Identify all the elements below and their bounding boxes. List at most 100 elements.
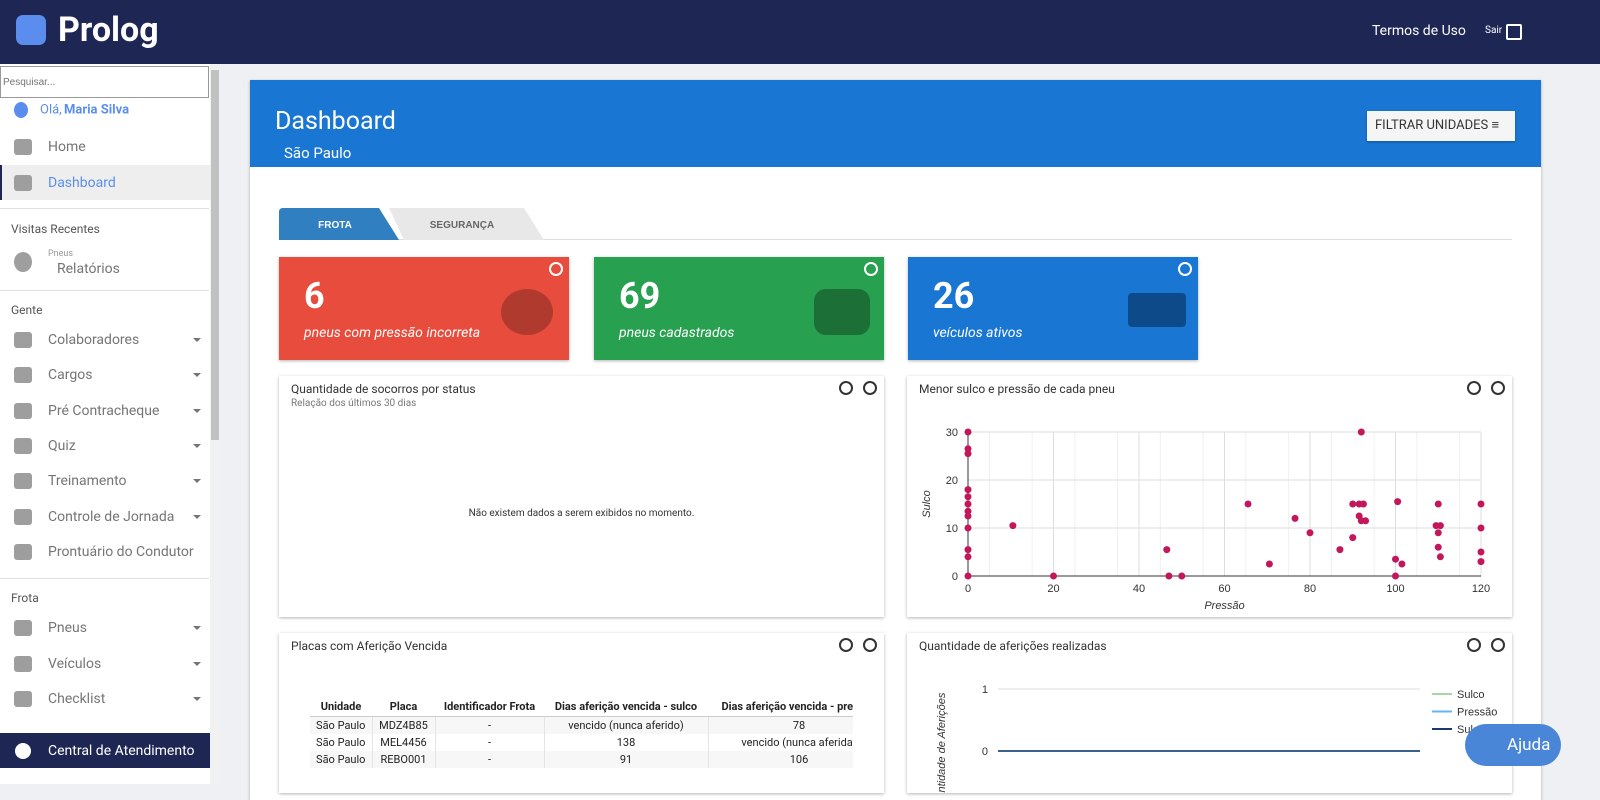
- point: [1392, 572, 1399, 580]
- table-row: São Paulo MDZ4B85- vencido (nunca aferido)…: [310, 716, 853, 734]
- nav-item[interactable]: Pneus: [48, 620, 87, 636]
- info-icon[interactable]: [549, 262, 563, 276]
- widget: Quantidade de aferições realizadas 0 1 Quan…: [907, 633, 1512, 793]
- y-tick-label: 30: [946, 427, 958, 439]
- terms-link[interactable]: Termos de Uso: [1372, 23, 1466, 39]
- legend-label: Pressão: [1457, 707, 1497, 719]
- nav-icon: [14, 544, 32, 560]
- table-cell: 91: [544, 751, 709, 768]
- dropdown-arrow: [193, 409, 201, 413]
- dropdown-arrow: [193, 697, 201, 701]
- x-tick-label: 100: [1386, 583, 1404, 595]
- refresh-icon[interactable]: [839, 381, 853, 395]
- point: [1265, 560, 1273, 568]
- recent-item[interactable]: Relatórios: [57, 261, 120, 277]
- nav-item[interactable]: Colaboradores: [48, 332, 140, 348]
- info-icon[interactable]: [1491, 381, 1505, 395]
- point: [1291, 514, 1299, 522]
- point: [964, 445, 972, 453]
- support-bar[interactable]: [0, 733, 210, 768]
- divider: [0, 290, 209, 291]
- nav-icon: [14, 656, 32, 672]
- column-header: Unidade: [310, 697, 372, 717]
- filter-label[interactable]: FILTRAR UNIDADES: [1375, 118, 1489, 133]
- section-heading: Gente: [11, 303, 43, 317]
- nav-icon: [14, 332, 32, 348]
- x-tick-label: 0: [965, 583, 971, 595]
- y-axis-label: Sulco: [921, 490, 933, 518]
- widget: Menor sulco e pressão de cada pneu 0 20 40 6…: [907, 376, 1512, 617]
- legend-label: Sulco: [1457, 689, 1485, 701]
- nav-item[interactable]: Home: [48, 139, 86, 155]
- logo-icon[interactable]: [16, 15, 46, 45]
- info-icon[interactable]: [863, 638, 877, 652]
- support-label[interactable]: Central de Atendimento: [48, 743, 195, 759]
- x-tick-label: 40: [1133, 583, 1145, 595]
- point: [1244, 500, 1252, 508]
- nav-item[interactable]: Controle de Jornada: [48, 509, 175, 525]
- point: [1009, 522, 1017, 530]
- user-name[interactable]: Maria Silva: [64, 102, 130, 118]
- x-tick-label: 80: [1304, 583, 1316, 595]
- info-icon[interactable]: [1178, 262, 1192, 276]
- tab-label[interactable]: SEGURANÇA: [430, 220, 494, 231]
- info-icon[interactable]: [1491, 638, 1505, 652]
- home-icon: [14, 139, 32, 155]
- empty-message: Não existem dados a serem exibidos no mo…: [468, 508, 695, 519]
- nav-item[interactable]: Treinamento: [48, 473, 127, 489]
- help-button[interactable]: Ajuda: [1465, 724, 1561, 766]
- top-bar: [0, 0, 1600, 64]
- tabs: FROTA SEGURANÇA: [279, 208, 544, 240]
- brand[interactable]: Prolog: [58, 10, 159, 50]
- x-axis-label: Pressão: [1204, 600, 1244, 612]
- nav-icon: [14, 438, 32, 454]
- dropdown-arrow: [193, 338, 201, 342]
- refresh-icon[interactable]: [839, 638, 853, 652]
- dropdown-arrow: [193, 373, 201, 377]
- refresh-icon[interactable]: [1467, 381, 1481, 395]
- help-label[interactable]: Ajuda: [1507, 735, 1551, 755]
- filter-button[interactable]: FILTRAR UNIDADES ≡: [1367, 111, 1515, 141]
- tire-icon: [14, 252, 32, 272]
- info-icon[interactable]: [863, 381, 877, 395]
- nav-item[interactable]: Checklist: [48, 691, 106, 707]
- tab-bg-active[interactable]: [279, 208, 399, 240]
- nav-item[interactable]: Pré Contracheque: [48, 403, 160, 419]
- point: [964, 428, 972, 436]
- table-row: São Paulo MEL4456-138 vencido (nunca aferi…: [310, 734, 853, 751]
- widget-title: Quantidade de socorros por status: [291, 382, 476, 396]
- nav-icon: [14, 691, 32, 707]
- table-cell: São Paulo: [310, 751, 373, 768]
- search-input[interactable]: [0, 66, 209, 98]
- tab-label[interactable]: FROTA: [318, 220, 352, 231]
- refresh-icon[interactable]: [1467, 638, 1481, 652]
- y-axis-label: Quantidade de Aferições: [936, 692, 948, 793]
- kpi-value: 6: [304, 275, 325, 317]
- nav-item[interactable]: Veículos: [48, 656, 102, 672]
- logout[interactable]: Sair: [1485, 25, 1503, 36]
- kpi-label: veículos ativos: [933, 325, 1023, 341]
- kpi-card: 6 pneus com pressão incorreta: [279, 257, 569, 360]
- point: [1436, 522, 1444, 530]
- nav-icon: [14, 509, 32, 525]
- unit-name: São Paulo: [284, 144, 352, 162]
- point: [964, 493, 972, 501]
- point: [1163, 546, 1171, 554]
- point: [1394, 498, 1402, 506]
- point: [964, 500, 972, 508]
- table-cell: -: [435, 751, 545, 768]
- table-cell: -: [435, 734, 545, 751]
- logout-icon[interactable]: [1506, 24, 1522, 40]
- x-tick-label: 60: [1218, 583, 1230, 595]
- column-header: Identificador Frota: [435, 697, 544, 717]
- point: [1165, 572, 1173, 580]
- nav-item[interactable]: Cargos: [48, 367, 93, 383]
- tab-bg[interactable]: [389, 208, 544, 240]
- point: [1362, 517, 1370, 525]
- nav-item[interactable]: Prontuário do Condutor: [48, 544, 194, 560]
- nav-item[interactable]: Quiz: [48, 438, 76, 454]
- info-icon[interactable]: [864, 262, 878, 276]
- nav-item-active[interactable]: Dashboard: [48, 175, 116, 191]
- point: [964, 572, 972, 580]
